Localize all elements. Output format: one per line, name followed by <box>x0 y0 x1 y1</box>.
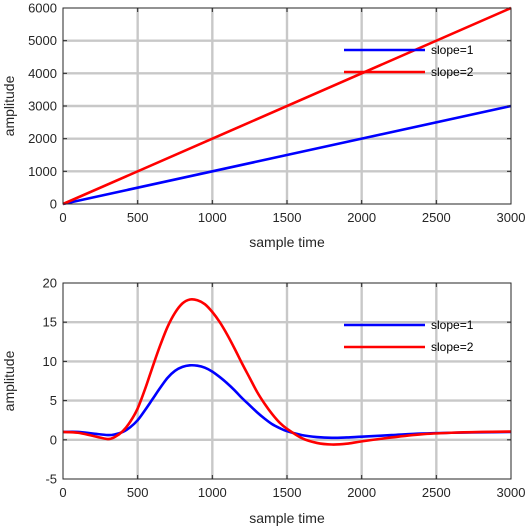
legend: slope=1 slope=2 <box>344 43 474 79</box>
legend-label-2: slope=2 <box>431 340 474 354</box>
series-line-1 <box>62 104 512 206</box>
y-tick-label: 6000 <box>28 1 57 16</box>
x-axis-label: sample time <box>249 510 325 526</box>
chart-1: 0 500 1000 1500 2000 2500 3000 0 1000 2000 3000 400… <box>1 1 525 251</box>
y-tick-label: 3000 <box>28 99 57 114</box>
y-tick-label: 0 <box>50 432 57 447</box>
x-tick-label: 500 <box>127 210 149 225</box>
y-tick-label: 20 <box>43 276 57 291</box>
y-tick-label: 5000 <box>28 33 57 48</box>
x-tick-label: 0 <box>59 210 66 225</box>
x-tick-label: 0 <box>59 485 66 500</box>
y-axis-label: amplitude <box>1 75 17 136</box>
x-tick-label: 3000 <box>497 210 526 225</box>
x-tick-label: 1000 <box>198 485 227 500</box>
y-tick-label: 5 <box>50 393 57 408</box>
x-tick-label: 2000 <box>347 485 376 500</box>
series-line-2 <box>62 6 512 206</box>
series-line-2 <box>62 297 512 446</box>
y-axis-label: amplitude <box>1 350 17 411</box>
y-tick-label: -5 <box>45 472 57 487</box>
x-tick-label: 2000 <box>347 210 376 225</box>
y-tick-label: 15 <box>43 315 57 330</box>
legend: slope=1 slope=2 <box>344 318 474 354</box>
y-tick-label: 4000 <box>28 66 57 81</box>
y-tick-label: 1000 <box>28 164 57 179</box>
chart-2: 0 500 1000 1500 2000 2500 3000-505101520sample… <box>1 276 525 527</box>
x-tick-label: 3000 <box>497 485 526 500</box>
legend-label-1: slope=1 <box>431 43 474 57</box>
x-tick-label: 1500 <box>273 210 302 225</box>
y-tick-label: 2000 <box>28 131 57 146</box>
x-tick-label: 2500 <box>422 210 451 225</box>
legend-label-2: slope=2 <box>431 65 474 79</box>
x-tick-label: 500 <box>127 485 149 500</box>
legend-label-1: slope=1 <box>431 318 474 332</box>
x-tick-label: 2500 <box>422 485 451 500</box>
x-axis-label: sample time <box>249 234 325 250</box>
y-tick-label: 10 <box>43 354 57 369</box>
y-tick-label: 0 <box>50 197 57 212</box>
series-line-1 <box>62 363 512 440</box>
x-tick-label: 1000 <box>198 210 227 225</box>
x-tick-label: 1500 <box>273 485 302 500</box>
